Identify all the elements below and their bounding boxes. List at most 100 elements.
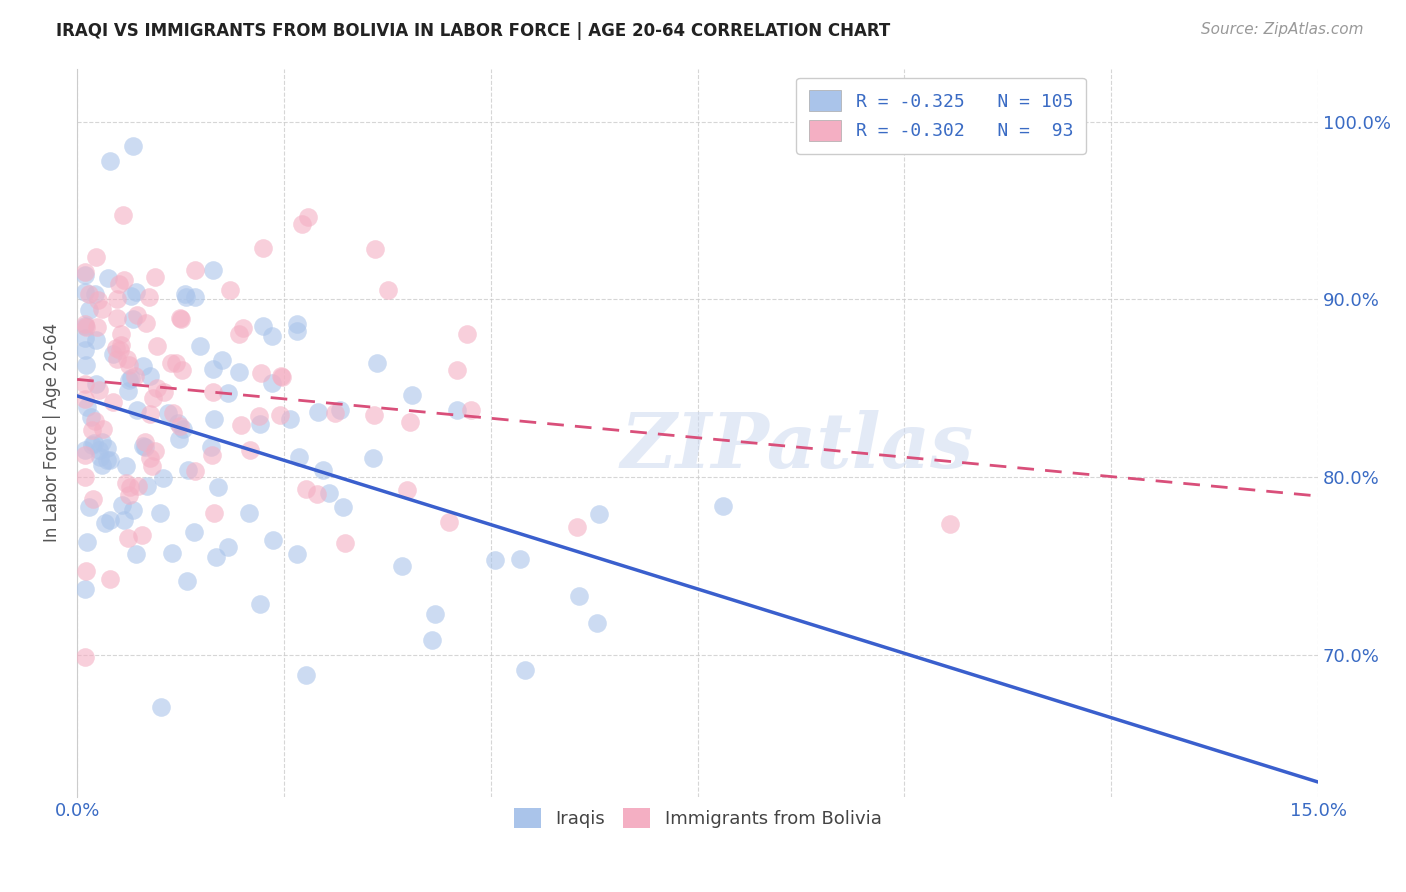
Point [87, 383, 110, 397]
Point [117, 532, 139, 546]
Point [262, 533, 284, 548]
Point [125, 547, 148, 561]
Point [77, 500, 100, 514]
Point [568, 589, 591, 603]
Point [110, 326, 132, 341]
Point [361, 451, 384, 466]
Point [329, 403, 352, 417]
Point [118, 488, 141, 502]
Point [250, 367, 273, 381]
Point [176, 290, 198, 304]
Point [141, 459, 163, 474]
Point [229, 418, 252, 433]
Point [509, 552, 531, 566]
Point [121, 503, 143, 517]
Point [91, 422, 114, 436]
Point [98, 153, 121, 168]
Legend: Iraqis, Immigrants from Bolivia: Iraqis, Immigrants from Bolivia [506, 801, 889, 835]
Point [75, 285, 97, 300]
Point [211, 353, 233, 368]
Point [188, 339, 211, 353]
Point [143, 270, 166, 285]
Point [247, 409, 270, 423]
Point [89, 450, 111, 464]
Point [105, 292, 128, 306]
Point [127, 478, 149, 492]
Point [86, 319, 108, 334]
Point [177, 463, 200, 477]
Point [295, 668, 318, 682]
Point [297, 210, 319, 224]
Point [239, 442, 262, 457]
Point [391, 558, 413, 573]
Point [117, 384, 139, 398]
Point [172, 422, 194, 436]
Point [238, 506, 260, 520]
Point [120, 371, 142, 385]
Point [91, 435, 114, 450]
Point [269, 408, 291, 422]
Point [333, 536, 356, 550]
Point [111, 498, 134, 512]
Point [307, 405, 329, 419]
Point [101, 346, 124, 360]
Point [249, 598, 271, 612]
Point [395, 483, 418, 497]
Point [285, 547, 308, 561]
Point [76, 400, 98, 414]
Point [75, 650, 97, 665]
Point [77, 287, 100, 301]
Point [156, 406, 179, 420]
Point [162, 546, 184, 560]
Point [82, 438, 104, 452]
Point [75, 565, 97, 579]
Point [260, 376, 283, 391]
Point [249, 417, 271, 431]
Point [515, 663, 537, 677]
Point [456, 327, 478, 342]
Point [295, 482, 318, 496]
Point [167, 416, 190, 430]
Point [205, 549, 228, 564]
Point [446, 363, 468, 377]
Point [201, 449, 224, 463]
Point [260, 329, 283, 343]
Point [312, 463, 335, 477]
Point [146, 339, 169, 353]
Point [121, 312, 143, 326]
Point [169, 418, 191, 433]
Point [94, 516, 117, 531]
Point [323, 406, 346, 420]
Point [75, 320, 97, 334]
Point [84, 333, 107, 347]
Point [139, 369, 162, 384]
Point [565, 519, 588, 533]
Point [363, 408, 385, 422]
Point [135, 316, 157, 330]
Point [115, 351, 138, 366]
Point [86, 377, 108, 392]
Point [115, 458, 138, 473]
Point [278, 412, 301, 426]
Point [118, 359, 141, 373]
Point [201, 262, 224, 277]
Point [75, 448, 97, 462]
Point [96, 441, 118, 455]
Point [75, 443, 97, 458]
Point [75, 317, 97, 331]
Point [75, 268, 97, 283]
Point [287, 317, 309, 331]
Point [96, 452, 118, 467]
Point [80, 410, 103, 425]
Point [202, 412, 225, 426]
Point [446, 403, 468, 417]
Point [134, 434, 156, 449]
Point [162, 406, 184, 420]
Point [159, 356, 181, 370]
Point [218, 283, 240, 297]
Point [138, 290, 160, 304]
Point [228, 365, 250, 379]
Point [401, 388, 423, 402]
Point [586, 615, 609, 630]
Point [437, 515, 460, 529]
